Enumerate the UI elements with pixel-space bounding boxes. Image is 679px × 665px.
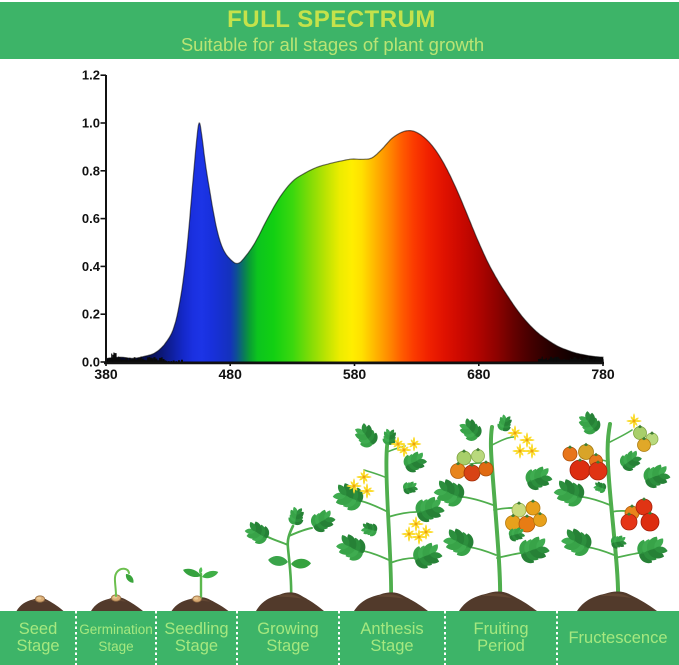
svg-text:780: 780 — [591, 366, 615, 382]
svg-text:0.6: 0.6 — [82, 211, 100, 226]
svg-text:1.0: 1.0 — [82, 116, 100, 131]
svg-text:1.2: 1.2 — [82, 68, 100, 83]
svg-text:0.8: 0.8 — [82, 163, 100, 178]
svg-text:580: 580 — [343, 366, 367, 382]
svg-text:480: 480 — [219, 366, 243, 382]
svg-text:0.2: 0.2 — [82, 307, 100, 322]
svg-text:380: 380 — [94, 366, 118, 382]
svg-text:680: 680 — [467, 366, 491, 382]
svg-text:0.0: 0.0 — [82, 355, 100, 370]
svg-text:0.4: 0.4 — [82, 259, 101, 274]
